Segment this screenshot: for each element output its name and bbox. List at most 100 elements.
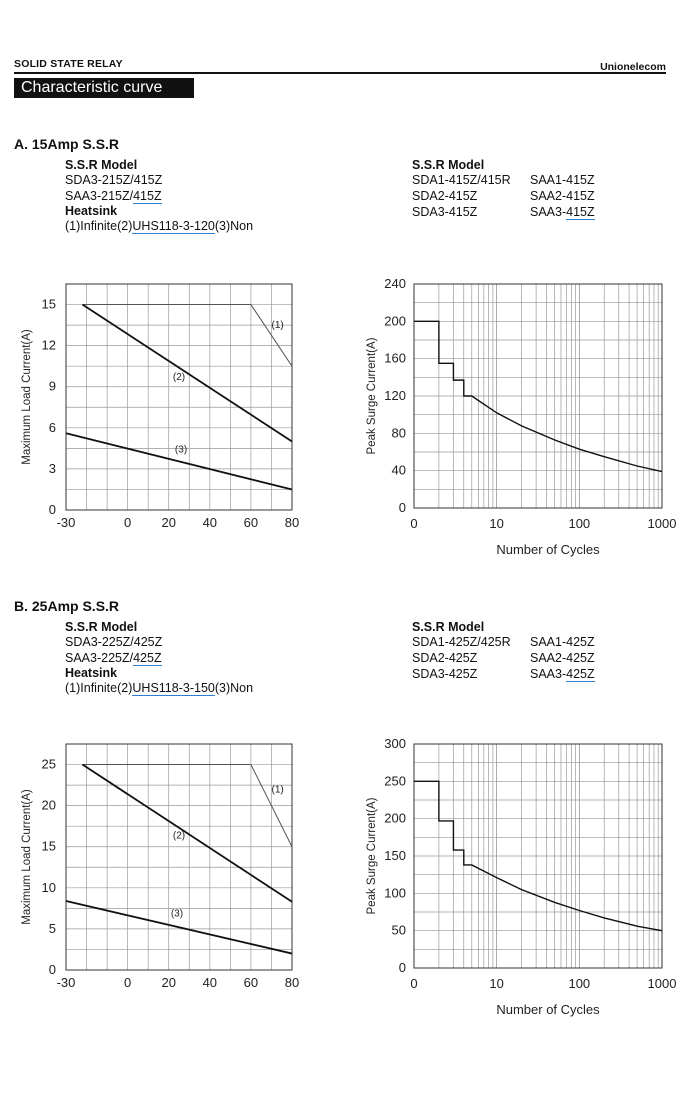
plot-frame [65, 283, 293, 511]
brand-name: Unionelecom [600, 61, 666, 73]
model-link-text: 415Z [133, 189, 162, 204]
model-heading: S.S.R Model [412, 620, 485, 634]
y-axis-label: Maximum Load Current(A) [21, 329, 33, 465]
section-b-right-block: S.S.R Model SDA1-425Z/425R SDA2-425Z SDA… [412, 620, 595, 682]
series-label: (2) [173, 831, 185, 842]
section-b-left-block: S.S.R Model SDA3-225Z/425Z SAA3-225Z/425… [65, 620, 253, 696]
x-tick-label: 20 [161, 515, 175, 530]
series-label: (3) [171, 909, 183, 920]
series-line-3 [65, 432, 293, 491]
model-line: SDA3-225Z/425Z [65, 635, 163, 649]
x-tick-label: 60 [244, 515, 258, 530]
y-tick-label: 50 [392, 923, 406, 938]
heatsink-line: (1)Infinite(2)UHS118-3-150(3)Non [65, 680, 253, 696]
model-line: SDA2-425Z [412, 651, 478, 665]
section-a-title: A. 15Amp S.S.R [14, 136, 120, 152]
model-line: SDA3-215Z/415Z [65, 173, 163, 187]
x-tick-label: 0 [124, 975, 131, 990]
y-tick-label: 250 [384, 773, 406, 788]
y-tick-label: 9 [49, 379, 56, 394]
y-tick-label: 80 [392, 425, 406, 440]
model-line: SDA1-425Z/425R [412, 635, 511, 649]
y-tick-label: 3 [49, 461, 56, 476]
x-tick-label: -30 [57, 975, 76, 990]
model-line: SAA3-215Z/415Z [65, 188, 253, 204]
series-label: (1) [272, 320, 284, 331]
model-text: SAA3-215Z/ [65, 189, 134, 203]
x-tick-label: 40 [203, 515, 217, 530]
y-tick-label: 12 [42, 338, 56, 353]
model-line: SDA3-415Z [412, 205, 478, 219]
x-tick-label: -30 [57, 515, 76, 530]
y-tick-label: 0 [49, 502, 56, 517]
y-tick-label: 20 [42, 798, 56, 813]
y-tick-label: 6 [49, 420, 56, 435]
x-tick-label: 0 [124, 515, 131, 530]
y-tick-label: 15 [42, 297, 56, 312]
plot-frame [65, 743, 293, 971]
x-tick-label: 1000 [648, 976, 677, 991]
heatsink-link-text: UHS118-3-150 [132, 681, 215, 696]
x-tick-label: 40 [203, 975, 217, 990]
plot-frame [413, 743, 663, 969]
x-tick-label: 60 [244, 975, 258, 990]
heatsink-link-text: UHS118-3-120 [132, 219, 215, 234]
series-line-1 [82, 764, 293, 847]
series-label: (3) [175, 444, 187, 455]
model-line: SAA1-425Z [530, 635, 595, 649]
y-tick-label: 15 [42, 839, 56, 854]
surge-current-chart-15a: 0 40 80 120 160 200 240 0 10 100 1000 Number of Cyc… [366, 276, 677, 557]
model-text: SAA3- [530, 205, 567, 219]
x-tick-label: 10 [489, 516, 503, 531]
heatsink-line: (1)Infinite(2)UHS118-3-120(3)Non [65, 218, 253, 234]
y-tick-label: 200 [384, 811, 406, 826]
model-line: SDA1-415Z/415R [412, 173, 511, 187]
x-tick-label: 10 [489, 976, 503, 991]
section-a-right-block: S.S.R Model SDA1-415Z/415R SDA2-415Z SDA… [412, 158, 595, 220]
x-tick-label: 1000 [648, 516, 677, 531]
surge-current-chart-25a: 0 50 100 150 200 250 300 0 10 100 1000 Number of Cy… [366, 736, 677, 1017]
heatsink-heading: Heatsink [65, 666, 118, 680]
section-a-left-block: S.S.R Model SDA3-215Z/415Z SAA3-215Z/415… [65, 158, 253, 234]
model-link-text: 415Z [566, 205, 595, 220]
x-tick-label: 100 [568, 516, 590, 531]
series-line-2 [81, 303, 293, 443]
model-heading: S.S.R Model [65, 158, 138, 172]
y-tick-label: 0 [49, 962, 56, 977]
doc-category: SOLID STATE RELAY [14, 58, 123, 70]
y-tick-label: 200 [384, 313, 406, 328]
model-line: SAA3-415Z [530, 204, 595, 220]
model-line: SAA3-225Z/425Z [65, 650, 253, 666]
y-axis-label: Peak Surge Current(A) [366, 797, 378, 914]
y-axis-label: Peak Surge Current(A) [366, 337, 378, 454]
x-axis-label: Number of Cycles [496, 1002, 600, 1017]
x-tick-label: 80 [285, 515, 299, 530]
heatsink-text: (1)Infinite(2) [65, 219, 133, 233]
y-tick-label: 5 [49, 921, 56, 936]
y-axis-label: Maximum Load Current(A) [21, 789, 33, 925]
model-link-text: 425Z [566, 667, 595, 682]
model-line: SDA2-415Z [412, 189, 478, 203]
series-label: (2) [173, 372, 185, 383]
model-heading: S.S.R Model [65, 620, 138, 634]
x-tick-label: 100 [568, 976, 590, 991]
y-tick-label: 0 [399, 960, 406, 975]
model-text: SAA3-225Z/ [65, 651, 134, 665]
heatsink-text: (3)Non [214, 219, 254, 233]
model-line: SAA2-425Z [530, 651, 595, 665]
y-tick-label: 150 [384, 848, 406, 863]
x-axis-label: Number of Cycles [496, 542, 600, 557]
series-line-2 [81, 763, 293, 903]
series-line-1 [82, 304, 293, 367]
model-text: SAA3- [530, 667, 567, 681]
y-tick-label: 240 [384, 276, 406, 291]
y-tick-label: 160 [384, 351, 406, 366]
series-label: (1) [272, 784, 284, 795]
series-line-3 [65, 900, 293, 955]
heatsink-text: (1)Infinite(2) [65, 681, 133, 695]
surge-curve [414, 780, 663, 932]
model-link-text: 425Z [133, 651, 162, 666]
model-line: SDA3-425Z [412, 667, 478, 681]
